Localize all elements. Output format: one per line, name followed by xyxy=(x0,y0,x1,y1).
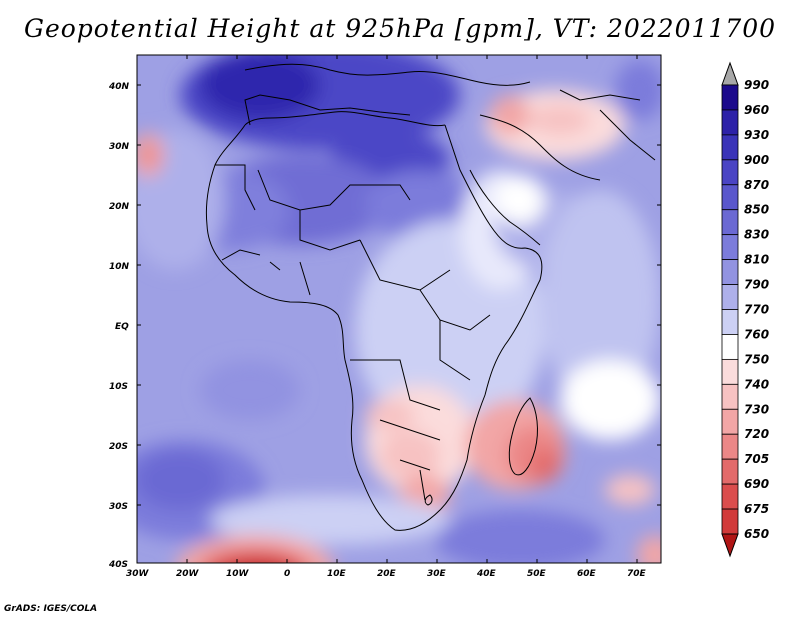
lon-label: 40E xyxy=(476,569,497,579)
lon-label: 30W xyxy=(126,569,150,579)
lat-label: 30S xyxy=(109,502,128,512)
colorbar-label: 810 xyxy=(744,253,769,267)
colorbar-swatch xyxy=(721,508,739,535)
lon-label: 20W xyxy=(176,569,200,579)
lat-label: 20S xyxy=(109,442,128,452)
lat-label: 10N xyxy=(109,262,130,272)
colorbar-label: 675 xyxy=(744,502,769,516)
colorbar-swatch xyxy=(721,383,739,410)
colorbar-swatch xyxy=(721,334,739,360)
colorbar-label: 650 xyxy=(744,527,769,541)
colorbar-label: 870 xyxy=(744,178,769,192)
colorbar-swatch xyxy=(721,408,739,435)
coastlines xyxy=(205,63,656,531)
colorbar-swatch xyxy=(721,458,739,485)
lon-label: 10W xyxy=(226,569,250,579)
colorbar-label: 930 xyxy=(744,128,769,142)
lon-label: 70E xyxy=(627,569,647,579)
colorbar-swatch xyxy=(721,433,739,460)
lon-label: 10E xyxy=(327,569,347,579)
colorbar-swatch xyxy=(721,184,739,211)
colorbar-over-arrow xyxy=(721,61,739,86)
lon-label: 50E xyxy=(527,569,547,579)
map-frame xyxy=(136,54,662,564)
lon-label: 0 xyxy=(284,569,290,579)
colorbar-label: 760 xyxy=(744,327,769,341)
colorbar-label: 705 xyxy=(744,452,769,466)
colorbar-label: 690 xyxy=(744,477,769,491)
colorbar-label: 900 xyxy=(744,153,769,167)
colorbar-swatch xyxy=(721,109,739,136)
colorbar-label: 740 xyxy=(744,377,769,391)
colorbar-swatch xyxy=(721,309,739,335)
colorbar-label: 750 xyxy=(744,352,769,366)
colorbar: 990 960 930 900 870 850 830 810 790 770 760 750 740 7… xyxy=(721,61,769,558)
colorbar-label: 770 xyxy=(744,303,769,317)
colorbar-label: 830 xyxy=(744,228,769,242)
colorbar-swatch xyxy=(721,234,739,261)
lat-axis: 40N 30N 20N 10N EQ 10S 20S 30S 40S xyxy=(108,82,661,570)
colorbar-swatch xyxy=(721,284,739,310)
colorbar-swatch xyxy=(721,483,739,510)
lon-label: 20E xyxy=(377,569,397,579)
colorbar-swatch xyxy=(721,134,739,161)
lat-label: 10S xyxy=(109,382,128,392)
colorbar-label: 990 xyxy=(744,78,769,92)
lon-label: 60E xyxy=(577,569,597,579)
lat-label: EQ xyxy=(115,322,129,332)
colorbar-label: 850 xyxy=(744,203,769,217)
lon-label: 30E xyxy=(427,569,447,579)
colorbar-label: 960 xyxy=(744,103,769,117)
lat-label: 40N xyxy=(108,82,130,92)
height-field xyxy=(137,55,661,563)
colorbar-swatch xyxy=(721,259,739,285)
colorbar-label: 730 xyxy=(744,402,769,416)
lat-label: 30N xyxy=(109,142,130,152)
colorbar-label: 720 xyxy=(744,427,769,441)
chart-title: Geopotential Height at 925hPa [gpm], VT:… xyxy=(23,14,777,43)
colorbar-swatch xyxy=(721,159,739,186)
footer-credit: GrADS: IGES/COLA xyxy=(4,604,98,614)
lon-axis: 30W 20W 10W 0 10E 20E 30E 40E 50E 60E 70… xyxy=(126,55,647,579)
colorbar-swatch xyxy=(721,84,739,111)
lat-label: 40S xyxy=(108,560,128,570)
colorbar-label: 790 xyxy=(744,278,769,292)
lat-label: 20N xyxy=(109,202,130,212)
colorbar-swatch xyxy=(721,209,739,236)
colorbar-swatch xyxy=(721,358,739,385)
colorbar-under-arrow xyxy=(721,533,739,558)
